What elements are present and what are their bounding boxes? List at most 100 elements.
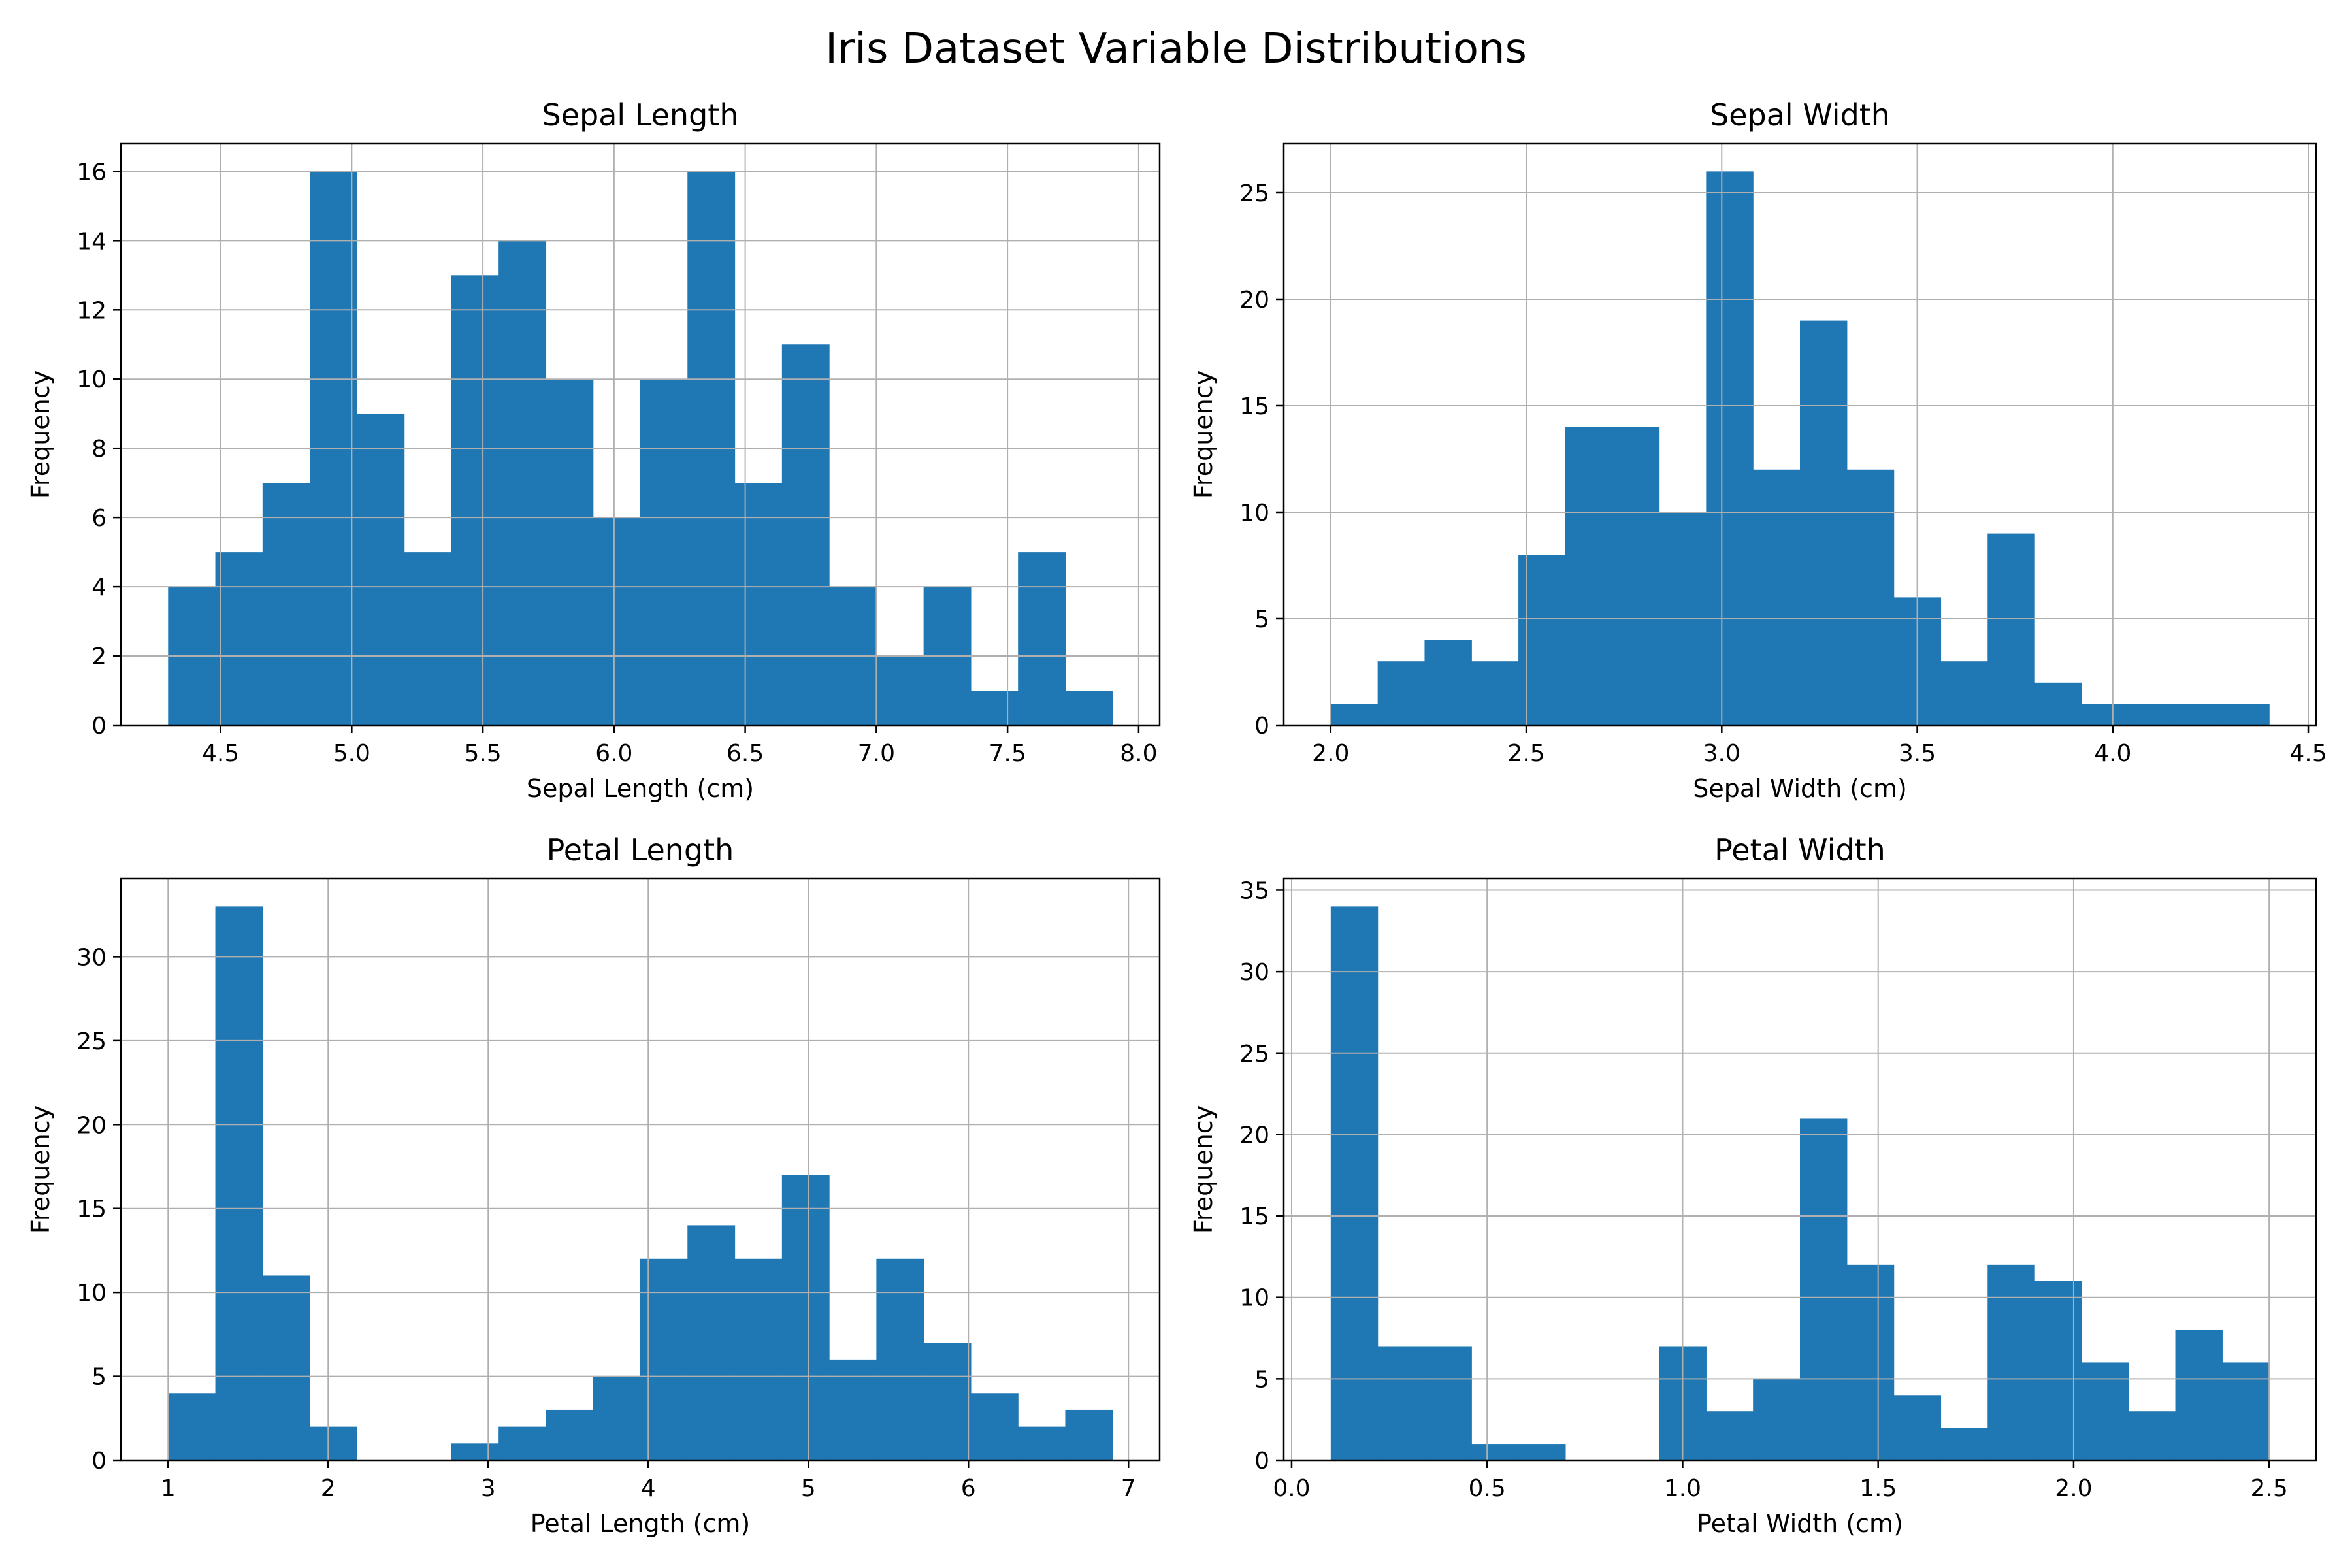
figure-title: Iris Dataset Variable Distributions: [825, 25, 1527, 73]
x-axis-label: Petal Width (cm): [1697, 1509, 1903, 1538]
subplot-title: Petal Width: [1714, 832, 1886, 868]
histogram-bar: [1518, 1444, 1566, 1460]
x-tick-label: 3.5: [1899, 740, 1936, 767]
y-axis-label: Frequency: [26, 370, 55, 498]
histogram-bar: [734, 1258, 783, 1460]
histogram-bar: [781, 344, 830, 725]
y-tick-label: 20: [1239, 287, 1269, 314]
histogram-bar: [451, 275, 499, 725]
histogram-bar: [1471, 1444, 1519, 1460]
histogram-bar: [1518, 555, 1566, 725]
histogram-bar: [262, 1275, 310, 1460]
x-axis-label: Sepal Length (cm): [527, 774, 754, 803]
subplot-3: 1 2 3 4 5 6 7 0 5 10 15 20 25 30 Petal Length Petal Len…: [26, 832, 1161, 1538]
histogram-bar: [2128, 1411, 2176, 1460]
y-tick-label: 10: [76, 1280, 106, 1307]
x-tick-label: 1.5: [1859, 1475, 1897, 1502]
x-tick-label: 7.0: [858, 740, 895, 767]
histogram-bar: [498, 240, 547, 725]
x-tick-label: 3.0: [1703, 740, 1740, 767]
y-tick-label: 15: [1239, 393, 1269, 420]
histogram-bar: [1706, 1411, 1754, 1460]
x-tick-label: 1: [161, 1475, 176, 1502]
histogram-bar: [2175, 704, 2223, 725]
y-tick-label: 5: [1254, 606, 1269, 633]
histogram-bar: [829, 1359, 877, 1460]
histogram-bar: [2222, 704, 2270, 725]
histogram-bar: [1800, 1118, 1848, 1460]
x-tick-label: 7: [1121, 1475, 1136, 1502]
subplot-1: 4.5 5.0 5.5 6.0 6.5 7.0 7.5 8.0 0 2 4 6 8 10 12 14 16 Sep…: [26, 97, 1161, 803]
histogram-bar: [1471, 661, 1519, 725]
histogram-bar: [1565, 427, 1613, 725]
axes-frame: [120, 877, 1161, 1462]
histogram-bar: [1330, 906, 1379, 1460]
histogram-bar: [2128, 704, 2176, 725]
y-tick-label: 20: [76, 1112, 106, 1139]
histogram-bar: [2081, 704, 2129, 725]
y-tick-label: 35: [1239, 877, 1269, 904]
histogram-bar: [451, 1443, 499, 1460]
y-axis-label: Frequency: [1189, 1105, 1218, 1233]
panels: 4.5 5.0 5.5 6.0 6.5 7.0 7.5 8.00246810121416Sep…: [26, 97, 2327, 1538]
y-axis-label: Frequency: [26, 1105, 55, 1233]
histogram-bar: [1753, 469, 1801, 725]
x-tick-label: 2: [321, 1475, 336, 1502]
y-tick-label: 0: [91, 1448, 106, 1475]
histogram-bar: [876, 656, 924, 725]
histogram-bar: [1940, 661, 1988, 725]
x-axis-label: Sepal Width (cm): [1693, 774, 1907, 803]
y-tick-label: 30: [1239, 959, 1269, 986]
x-tick-label: 2.5: [1507, 740, 1544, 767]
axes-frame: [1282, 877, 2317, 1462]
histogram-bar: [1706, 171, 1754, 725]
histogram-bar: [1065, 691, 1113, 725]
x-tick-label: 0.5: [1469, 1475, 1506, 1502]
y-tick-label: 0: [91, 713, 106, 740]
x-tick-label: 2.0: [1312, 740, 1349, 767]
x-tick-label: 3: [481, 1475, 496, 1502]
histogram-bar: [1330, 704, 1379, 725]
histogram-bar: [734, 483, 783, 725]
x-tick-label: 5.0: [333, 740, 370, 767]
histogram-bar: [2034, 1281, 2082, 1460]
x-tick-label: 6.5: [727, 740, 764, 767]
y-tick-label: 5: [1254, 1366, 1269, 1393]
histogram-bar: [215, 906, 263, 1460]
histogram-bar: [310, 1426, 357, 1460]
y-tick-label: 10: [76, 367, 106, 393]
axes-frame: [1282, 142, 2317, 727]
histogram-bar: [2034, 682, 2082, 725]
histogram-bar: [876, 1258, 924, 1460]
histogram-bar: [546, 379, 594, 725]
y-tick-label: 8: [91, 436, 106, 463]
x-tick-label: 6.0: [595, 740, 632, 767]
y-tick-label: 25: [76, 1028, 106, 1055]
y-tick-label: 0: [1254, 713, 1269, 740]
y-tick-label: 2: [91, 644, 106, 670]
histogram-bar: [168, 1393, 216, 1460]
histogram-bar: [593, 1376, 641, 1460]
y-tick-label: 6: [91, 505, 106, 532]
histogram-bar: [1377, 1346, 1426, 1460]
histogram-bar: [1018, 1426, 1066, 1460]
y-axis-label: Frequency: [1189, 370, 1218, 498]
x-tick-label: 8.0: [1120, 740, 1157, 767]
y-tick-label: 15: [76, 1196, 106, 1223]
histogram-bar: [1065, 1409, 1113, 1460]
histogram-bar: [1846, 1264, 1895, 1460]
subplot-title: Sepal Length: [542, 97, 739, 133]
histogram-bar: [781, 1175, 830, 1460]
histogram-bar: [970, 691, 1019, 725]
y-tick-label: 25: [1239, 1041, 1269, 1068]
histogram-bar: [1940, 1428, 1988, 1460]
y-tick-label: 12: [76, 297, 106, 324]
histogram-bar: [640, 1258, 688, 1460]
histogram-bar: [1424, 1346, 1472, 1460]
x-tick-label: 4: [641, 1475, 656, 1502]
y-tick-label: 10: [1239, 1285, 1269, 1312]
y-tick-label: 20: [1239, 1122, 1269, 1149]
histogram-bar: [1987, 1264, 2035, 1460]
